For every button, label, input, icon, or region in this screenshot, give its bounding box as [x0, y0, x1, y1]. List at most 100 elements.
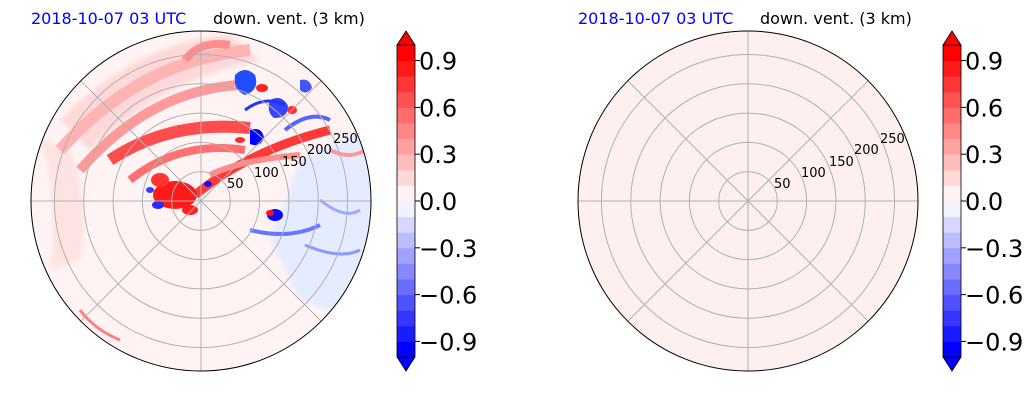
positive-band-2 [76, 80, 241, 174]
positive-band-3 [106, 120, 251, 166]
colorbar-level [943, 325, 961, 342]
positive-eddy-1 [256, 84, 268, 92]
colorbar-level [397, 76, 415, 93]
positive-band-4 [127, 144, 246, 184]
colorbar-level [943, 138, 961, 155]
radial-tick-label: 50 [227, 177, 244, 192]
colorbar-tick-label: −0.3 [419, 235, 477, 263]
colorbar-extend-min [942, 356, 962, 372]
colorbar-level [397, 60, 415, 77]
colorbar-tick-label: −0.9 [419, 328, 477, 356]
date-label-left: 2018-10-07 03 UTC [31, 9, 186, 28]
radial-tick-label: 50 [774, 177, 791, 192]
positive-band-6 [208, 152, 301, 178]
negative-arc-1 [283, 114, 331, 132]
radial-tick-label: 200 [854, 143, 879, 158]
colorbar-level [943, 185, 961, 202]
colorbar-tick-label: −0.3 [965, 235, 1023, 263]
colorbar-tick-label: 0.6 [965, 94, 1003, 122]
radial-tick-label: 150 [829, 155, 854, 170]
colorbar-right: 0.9 0.6 0.3 0.0 −0.3 −0.6 −0.9 [942, 30, 1023, 372]
title-left: down. vent. (3 km) [213, 9, 365, 28]
radial-tick-label: 150 [282, 155, 307, 170]
colorbar-level [943, 310, 961, 327]
colorbar-level [397, 138, 415, 155]
colorbar-level [943, 216, 961, 233]
colorbar-level [397, 232, 415, 249]
colorbar-level [943, 263, 961, 280]
colorbar-level [397, 154, 415, 171]
negative-blob-center-3 [146, 187, 154, 193]
colorbar-level [943, 45, 961, 62]
polar-plot-right: 50 100 150 200 250 [577, 30, 919, 372]
positive-blob-center-2 [151, 173, 169, 187]
negative-eddy-1 [234, 70, 257, 95]
colorbar-level [397, 91, 415, 108]
positive-blob-southeast [266, 210, 274, 216]
colorbar-tick-label: 0.0 [419, 188, 457, 216]
colorbar-level [397, 247, 415, 264]
panel-right: 2018-10-07 03 UTC down. vent. (3 km) 50 … [577, 9, 1023, 372]
colorbar-level [943, 107, 961, 124]
plot-outline-right [577, 30, 919, 372]
grid-right [578, 31, 918, 371]
colorbar-level [397, 263, 415, 280]
polar-plot-left: 50 100 150 200 250 [30, 30, 372, 372]
colorbar-level [397, 185, 415, 202]
colorbar-level [397, 201, 415, 218]
colorbar-extend-max [942, 30, 962, 46]
positive-wash-northwest [60, 35, 260, 150]
negative-arc-2 [244, 99, 286, 112]
plot-outline-left [30, 30, 372, 372]
title-right: down. vent. (3 km) [760, 9, 912, 28]
colorbar-tick-label: 0.9 [419, 48, 457, 76]
radial-tick-label: 200 [307, 143, 332, 158]
colorbar-level [943, 76, 961, 93]
colorbar-level [397, 107, 415, 124]
colorbar-level [397, 216, 415, 233]
positive-wash-west [40, 140, 84, 270]
colorbar-level [943, 232, 961, 249]
colorbar-tick-label: −0.6 [965, 282, 1023, 310]
radial-tick-label: 250 [880, 132, 905, 147]
colorbar-tick-label: 0.3 [419, 141, 457, 169]
grid-left [31, 31, 371, 371]
colorbar-level [943, 341, 961, 358]
colorbar-level [943, 91, 961, 108]
colorbar-level [397, 123, 415, 140]
colorbar-level [943, 279, 961, 296]
positive-band-1 [55, 44, 251, 154]
colorbar-extend-max [396, 30, 416, 46]
grid-spoke [80, 80, 322, 322]
colorbar-level [397, 310, 415, 327]
colorbar-level [397, 45, 415, 62]
colorbar-tick-label: 0.3 [965, 141, 1003, 169]
panel-left: 2018-10-07 03 UTC down. vent. (3 km) [30, 9, 477, 372]
negative-blob-center-1 [152, 201, 164, 209]
positive-streak-east [329, 148, 367, 157]
colorbar-tick-label: 0.6 [419, 94, 457, 122]
radial-tick-label: 250 [333, 132, 358, 147]
negative-blob-center-2 [204, 181, 212, 187]
colorbar-extend-min [396, 356, 416, 372]
radial-tick-label: 100 [801, 166, 826, 181]
colorbar-level [397, 169, 415, 186]
colorbar-level [397, 294, 415, 311]
colorbar-left: 0.9 0.6 0.3 0.0 −0.3 −0.6 −0.9 [396, 30, 477, 372]
colorbar-level [943, 169, 961, 186]
negative-eddy-4 [300, 79, 312, 93]
colorbar-level [397, 279, 415, 296]
colorbar-level [943, 154, 961, 171]
positive-eddy-3 [235, 137, 245, 143]
colorbar-tick-label: 0.9 [965, 48, 1003, 76]
colorbar-tick-label: 0.0 [965, 188, 1003, 216]
colorbar-level [943, 60, 961, 77]
positive-band-7 [181, 40, 231, 63]
radial-tick-labels-left: 50 100 150 200 250 [227, 132, 358, 192]
positive-blob-center [153, 181, 197, 209]
colorbar-tick-label: −0.9 [965, 328, 1023, 356]
colorbar-level [943, 294, 961, 311]
colorbar-level [943, 201, 961, 218]
colorbar-level [397, 341, 415, 358]
positive-streak-southwest [78, 309, 121, 342]
